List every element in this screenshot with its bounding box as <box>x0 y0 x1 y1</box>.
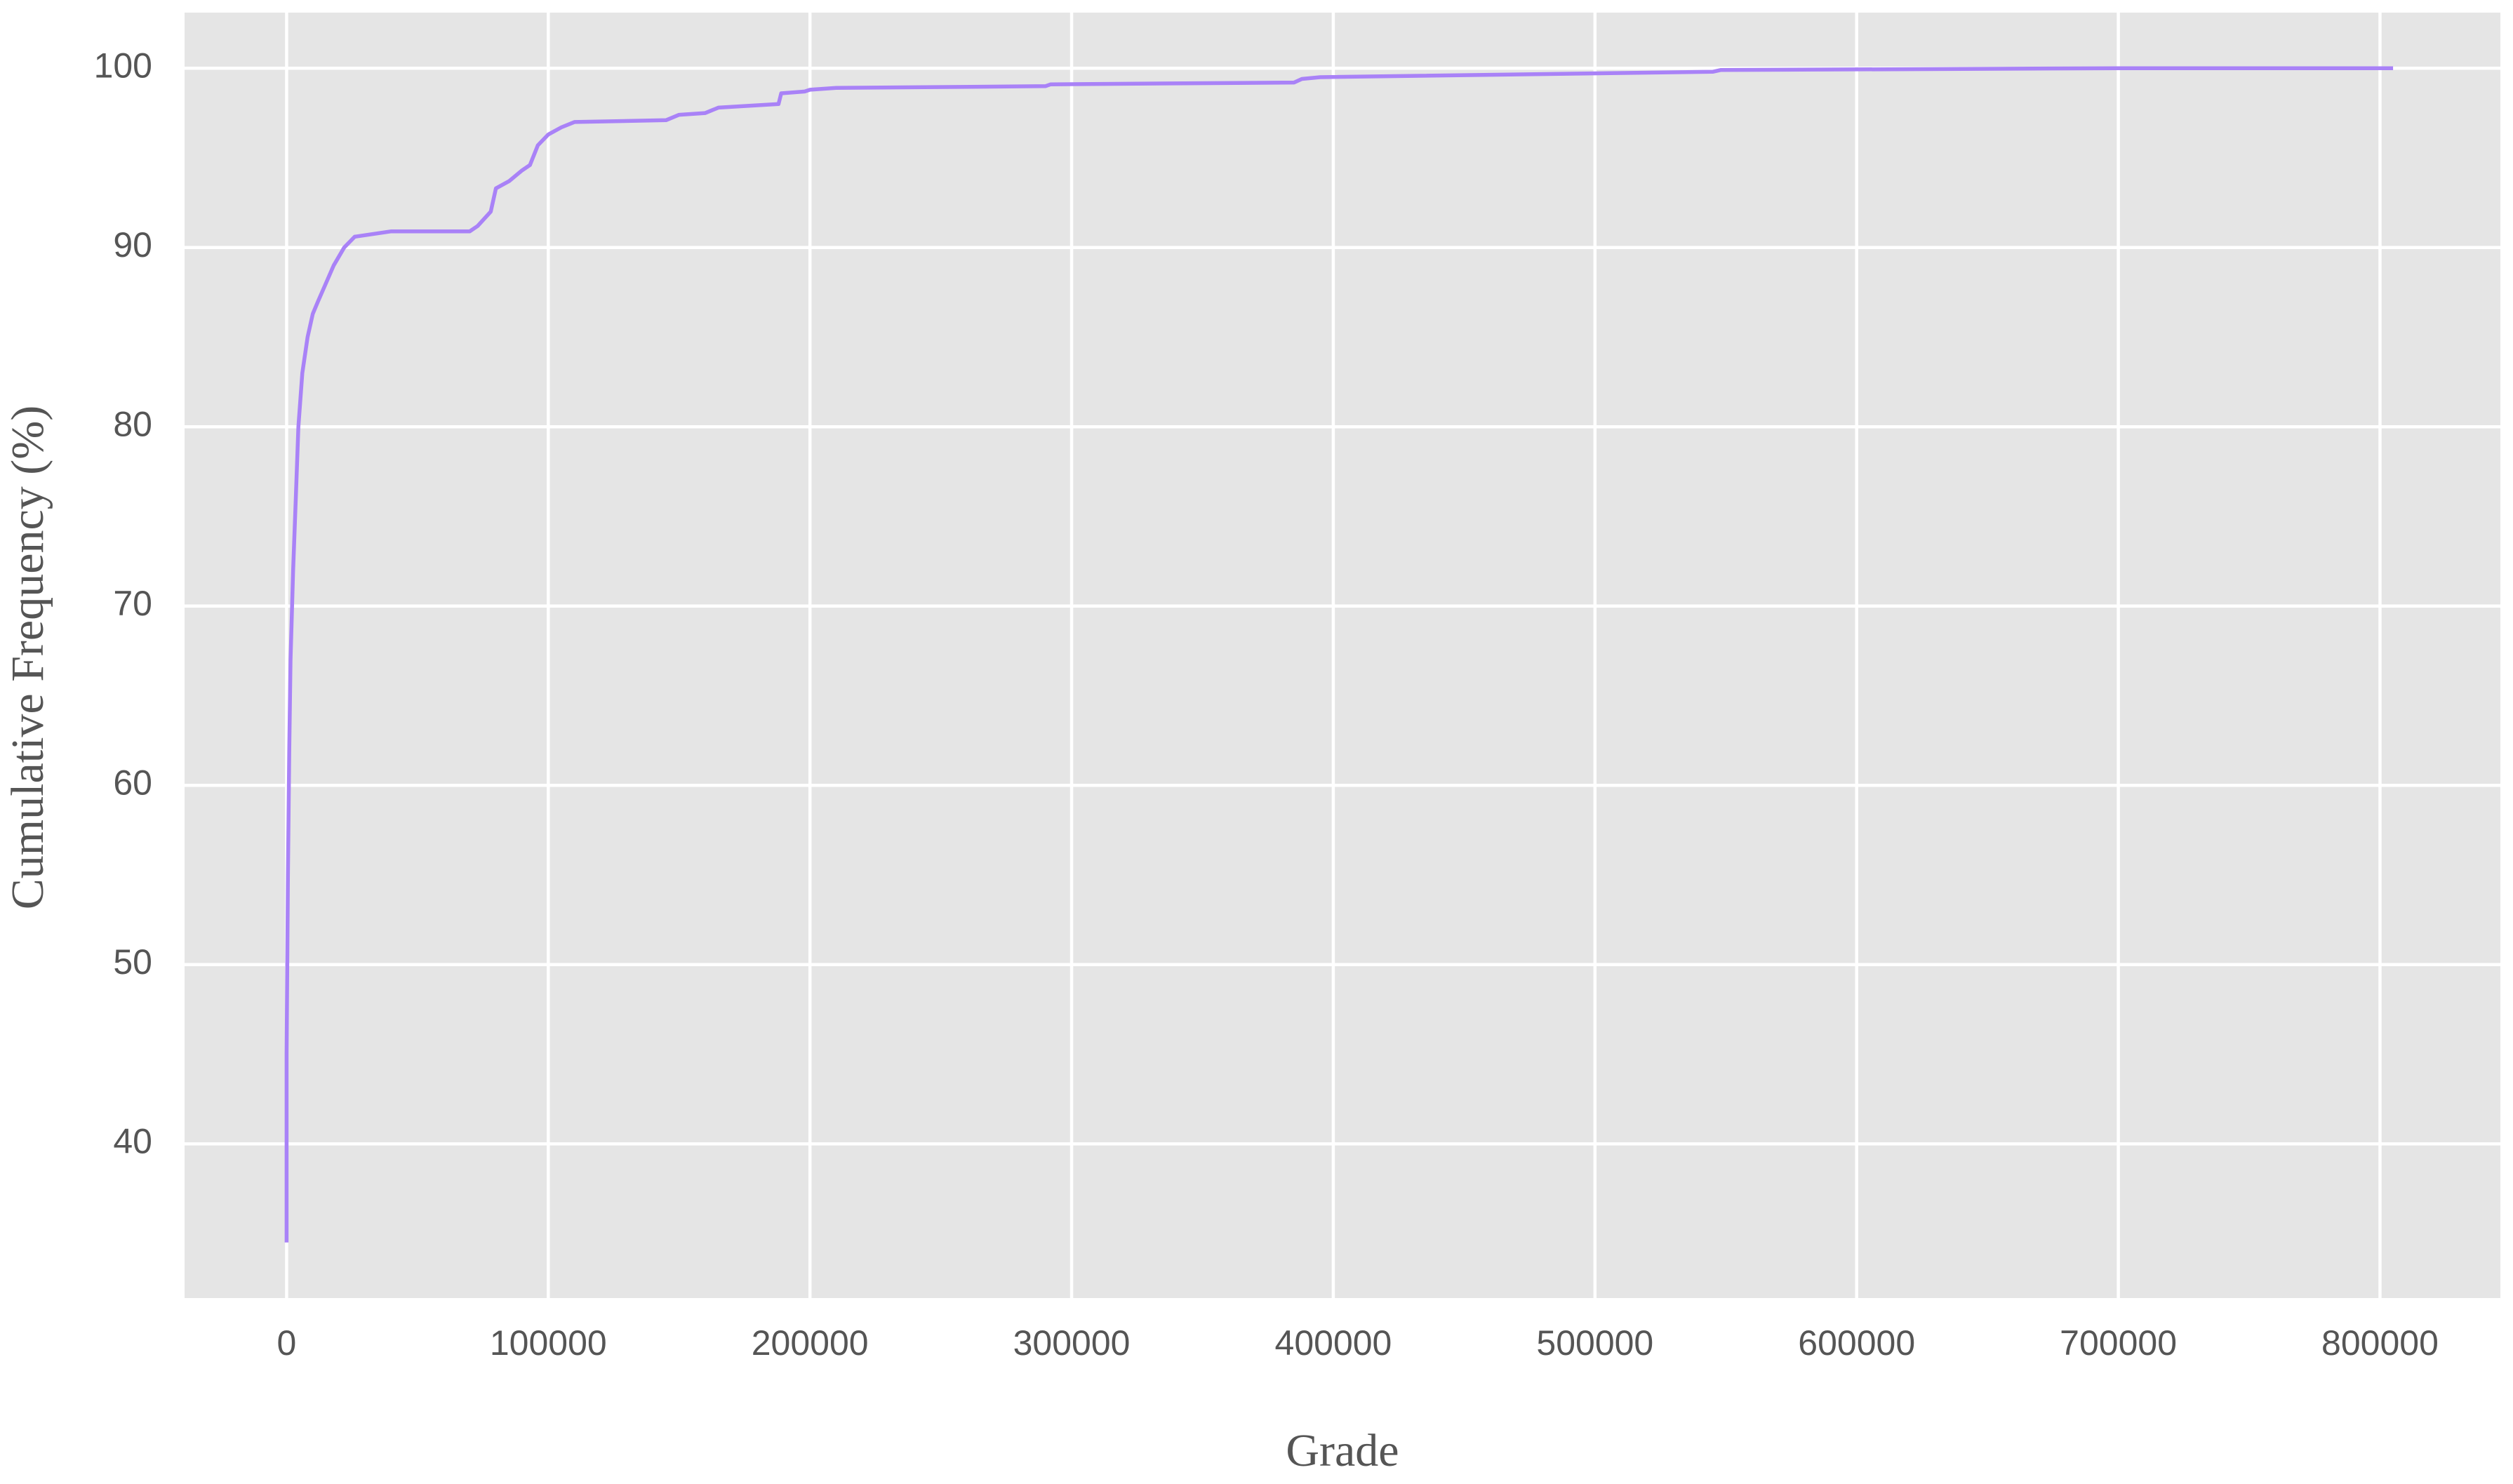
x-tick-label: 200000 <box>752 1323 869 1363</box>
x-axis-title: Grade <box>1286 1425 1399 1476</box>
x-tick-label: 600000 <box>1798 1323 1915 1363</box>
x-tick-label: 0 <box>277 1323 297 1363</box>
x-tick-label: 100000 <box>490 1323 607 1363</box>
y-tick-label: 50 <box>113 942 152 982</box>
y-tick-label: 100 <box>94 46 152 85</box>
y-tick-label: 70 <box>113 584 152 623</box>
y-axis-title: Cumulative Frequency (%) <box>2 406 53 909</box>
x-tick-label: 700000 <box>2060 1323 2177 1363</box>
x-tick-label: 300000 <box>1013 1323 1131 1363</box>
y-tick-label: 60 <box>113 763 152 802</box>
line <box>284 66 2394 1243</box>
x-tick-label: 400000 <box>1275 1323 1392 1363</box>
x-tick-label: 500000 <box>1536 1323 1653 1363</box>
y-tick-label: 90 <box>113 225 152 265</box>
plot-area <box>185 13 2500 1298</box>
y-tick-label: 80 <box>113 404 152 443</box>
y-tick-label: 40 <box>113 1121 152 1161</box>
x-tick-label: 800000 <box>2321 1323 2439 1363</box>
